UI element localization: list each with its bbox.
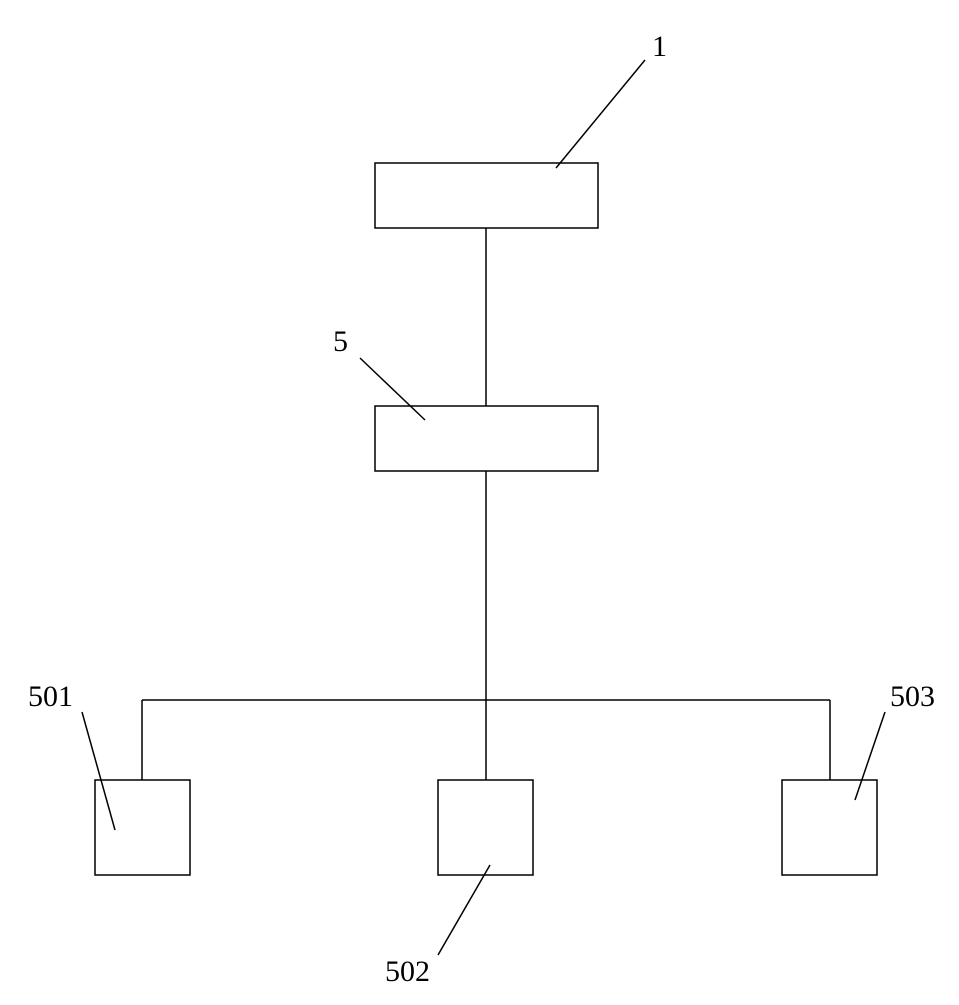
leader-line-node-1 <box>556 60 645 168</box>
node-box-node-501 <box>95 780 190 875</box>
edges-group <box>142 228 830 780</box>
diagram-container: 1 5 501 502 503 <box>0 0 959 1000</box>
node-box-node-503 <box>782 780 877 875</box>
label-node-501: 501 <box>28 680 73 714</box>
node-box-node-502 <box>438 780 533 875</box>
node-box-node-1 <box>375 163 598 228</box>
diagram-svg <box>0 0 959 1000</box>
node-box-node-5 <box>375 406 598 471</box>
label-node-5: 5 <box>333 325 348 359</box>
label-node-1: 1 <box>652 30 667 64</box>
label-node-502: 502 <box>385 955 430 989</box>
label-node-503: 503 <box>890 680 935 714</box>
leader-line-node-502 <box>438 865 490 955</box>
